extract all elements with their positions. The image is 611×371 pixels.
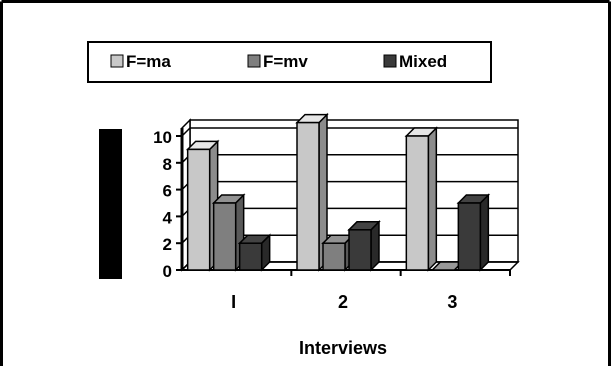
y-tick-label: 10: [153, 128, 172, 147]
y-tick-label: 4: [163, 208, 173, 227]
legend-swatch-1: [110, 54, 124, 68]
legend-item-2: F=mv: [247, 52, 308, 71]
bar-side: [427, 126, 438, 272]
bar: [347, 219, 381, 272]
y-axis-title-block: [99, 129, 122, 279]
legend: F=ma F=mv Mixed: [87, 41, 492, 83]
bar-front: [405, 135, 430, 271]
bar-side: [479, 193, 490, 272]
bars: [185, 112, 491, 272]
legend-label-3: Mixed: [399, 52, 447, 71]
bar-front: [296, 121, 320, 271]
x-tick-label: I: [231, 292, 236, 312]
x-axis-title: Interviews: [299, 338, 387, 358]
x-tick-label: 2: [338, 292, 348, 312]
bar-front: [348, 229, 372, 271]
y-tick-label: 8: [163, 155, 172, 174]
bar: [237, 233, 272, 272]
legend-swatch-3: [383, 54, 397, 68]
bar-front: [322, 242, 346, 271]
x-tick-labels: I 2 3: [231, 292, 457, 312]
x-tick-label: 3: [447, 292, 457, 312]
bar: [456, 193, 491, 272]
bar-front: [457, 202, 482, 271]
y-tick-labels: 0 2 4 6 8 10: [153, 128, 172, 281]
bar-front: [212, 202, 237, 271]
y-tick-label: 2: [163, 235, 172, 254]
legend-label-1: F=ma: [126, 52, 171, 71]
bar-front: [186, 148, 211, 271]
legend-label-2: F=mv: [263, 52, 308, 71]
bar: [404, 126, 439, 272]
legend-item-3: Mixed: [383, 52, 447, 71]
bar: [211, 193, 246, 272]
bar: [295, 112, 329, 272]
legend-item-1: F=ma: [110, 52, 171, 71]
legend-swatch-2: [247, 54, 261, 68]
legend-box: [87, 41, 492, 83]
y-tick-label: 6: [163, 182, 172, 201]
y-tick-label: 0: [163, 262, 172, 281]
bar-front: [238, 242, 263, 271]
